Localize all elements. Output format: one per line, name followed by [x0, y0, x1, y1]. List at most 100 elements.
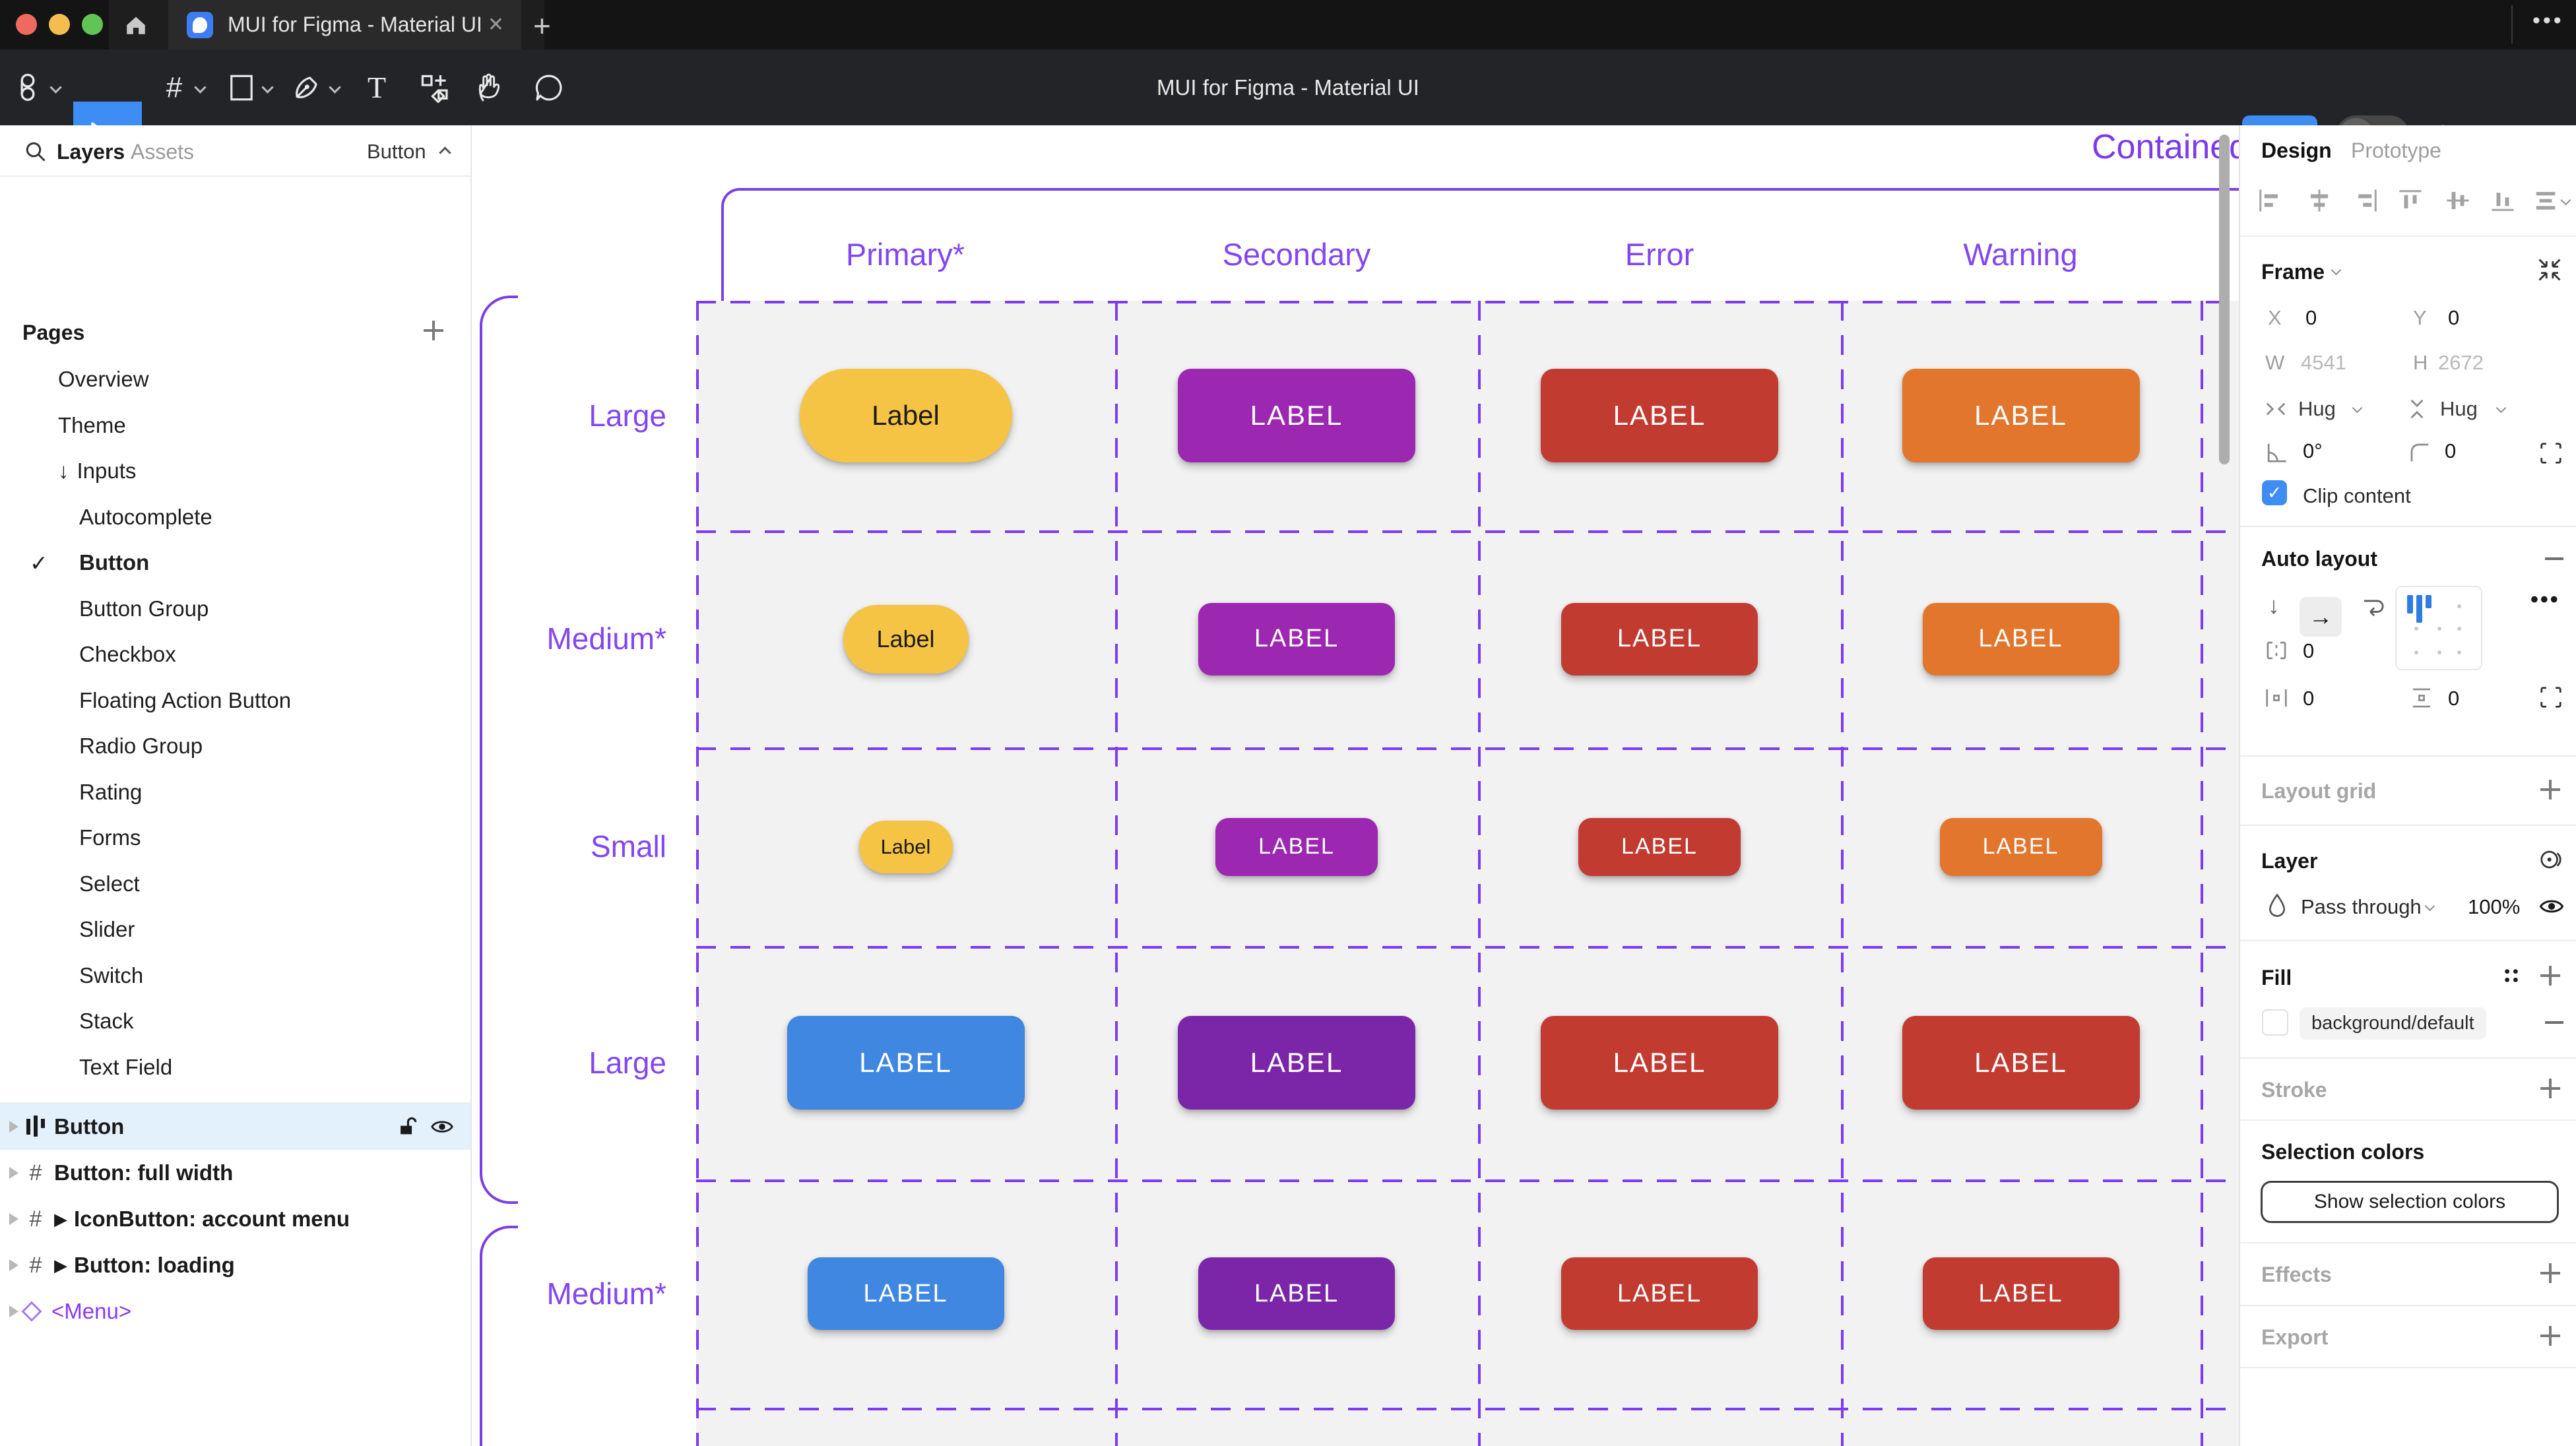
- page-item[interactable]: Checkbox: [79, 642, 176, 666]
- close-window-button[interactable]: [16, 14, 37, 35]
- frame-section-header[interactable]: Frame: [2261, 260, 2325, 284]
- w-value[interactable]: 4541: [2301, 351, 2346, 374]
- alignment-pad[interactable]: [2395, 586, 2482, 670]
- add-page-button[interactable]: [424, 321, 443, 340]
- layer-item-frame[interactable]: # Button: full width: [0, 1150, 470, 1196]
- auto-layout-more-icon[interactable]: •••: [2530, 587, 2560, 612]
- layer-opacity-value[interactable]: 100%: [2468, 895, 2521, 918]
- align-bottom-icon[interactable]: [2490, 188, 2515, 213]
- document-title[interactable]: MUI for Figma - Material UI: [1157, 75, 1419, 100]
- disclosure-caret-icon[interactable]: [9, 1167, 18, 1179]
- canvas-button[interactable]: LABEL: [1922, 1257, 2119, 1330]
- canvas-button[interactable]: LABEL: [1198, 602, 1395, 676]
- layer-item-frame[interactable]: # ▶ IconButton: account menu: [0, 1196, 470, 1242]
- canvas-button[interactable]: LABEL: [1541, 1016, 1778, 1110]
- add-effect-button[interactable]: [2540, 1263, 2560, 1283]
- remove-fill-button[interactable]: [2545, 1021, 2563, 1024]
- page-item[interactable]: Floating Action Button: [79, 688, 292, 712]
- distribute-icon[interactable]: [2533, 188, 2558, 213]
- page-item[interactable]: Theme: [58, 413, 126, 437]
- page-item[interactable]: Text Field: [79, 1055, 173, 1079]
- vertical-sizing-chevron-icon[interactable]: [2496, 402, 2507, 414]
- page-item-selected[interactable]: ✓ Button: [30, 550, 150, 575]
- page-item[interactable]: ↓ Inputs: [58, 458, 137, 483]
- add-fill-button[interactable]: [2540, 966, 2560, 986]
- text-tool-icon[interactable]: T: [367, 71, 387, 104]
- page-item[interactable]: Stack: [79, 1009, 134, 1033]
- page-item[interactable]: Overview: [58, 367, 149, 391]
- tab-layers[interactable]: Layers: [57, 140, 125, 164]
- layer-visibility-eye-icon[interactable]: [2538, 895, 2565, 918]
- canvas-button[interactable]: LABEL: [1178, 1016, 1415, 1110]
- home-icon[interactable]: [121, 11, 150, 40]
- disclosure-caret-icon[interactable]: [9, 1121, 18, 1133]
- canvas-button[interactable]: Label: [858, 820, 953, 873]
- canvas-scrollbar[interactable]: [2219, 135, 2230, 464]
- clip-content-checkbox[interactable]: ✓: [2262, 480, 2287, 505]
- align-horizontal-center-icon[interactable]: [2307, 188, 2332, 213]
- individual-padding-icon[interactable]: [2538, 685, 2563, 710]
- add-export-button[interactable]: [2540, 1326, 2560, 1346]
- page-item[interactable]: Slider: [79, 917, 135, 941]
- layout-right-icon-selected[interactable]: →: [2300, 597, 2342, 637]
- frame-chevron-icon[interactable]: [2331, 265, 2342, 276]
- canvas-button[interactable]: LABEL: [1902, 369, 2140, 462]
- canvas-button[interactable]: LABEL: [1922, 602, 2119, 676]
- layer-item-frame[interactable]: # ▶ Button: loading: [0, 1242, 470, 1288]
- independent-corners-icon[interactable]: [2538, 441, 2563, 466]
- vertical-padding-value[interactable]: 0: [2448, 687, 2460, 710]
- distribute-chevron-icon[interactable]: [2560, 195, 2571, 206]
- layout-wrap-icon[interactable]: [2360, 594, 2387, 617]
- add-layout-grid-button[interactable]: [2540, 780, 2560, 800]
- canvas-button[interactable]: LABEL: [1561, 602, 1758, 676]
- collapse-frame-icon[interactable]: [2537, 257, 2562, 282]
- canvas-button[interactable]: LABEL: [1939, 817, 2102, 876]
- components-tool-icon[interactable]: [416, 49, 453, 125]
- y-value[interactable]: 0: [2448, 306, 2460, 329]
- corner-radius-value[interactable]: 0: [2445, 439, 2457, 462]
- page-item[interactable]: Autocomplete: [79, 505, 212, 529]
- horizontal-padding-value[interactable]: 0: [2303, 687, 2315, 710]
- tab-design[interactable]: Design: [2261, 139, 2332, 162]
- new-tab-button[interactable]: +: [533, 9, 551, 43]
- tab-prototype[interactable]: Prototype: [2351, 139, 2441, 162]
- canvas-button[interactable]: LABEL: [1541, 369, 1778, 462]
- disclosure-caret-icon[interactable]: [9, 1305, 18, 1317]
- h-value[interactable]: 2672: [2438, 351, 2484, 374]
- canvas-button[interactable]: LABEL: [1198, 1257, 1395, 1330]
- canvas-button[interactable]: LABEL: [1215, 817, 1378, 876]
- styles-icon[interactable]: [2500, 964, 2523, 987]
- layer-item-button[interactable]: Button: [0, 1104, 470, 1150]
- layer-item-instance[interactable]: <Menu>: [0, 1288, 470, 1335]
- comment-tool-icon[interactable]: [531, 49, 567, 125]
- tab-close-icon[interactable]: ✕: [487, 14, 504, 36]
- fullscreen-window-button[interactable]: [82, 14, 103, 35]
- align-top-icon[interactable]: [2398, 188, 2423, 213]
- blend-mode-chevron-icon[interactable]: [2424, 900, 2435, 912]
- layout-down-icon[interactable]: ↓: [2268, 592, 2280, 619]
- canvas[interactable]: Contained Primary* Secondary Error Warni…: [472, 125, 2239, 1446]
- canvas-button[interactable]: Label: [843, 604, 969, 674]
- blend-mode-value[interactable]: Pass through: [2301, 895, 2422, 918]
- vertical-sizing-value[interactable]: Hug: [2440, 397, 2478, 420]
- disclosure-caret-icon[interactable]: [9, 1213, 18, 1225]
- page-selector[interactable]: Button: [367, 140, 451, 164]
- align-left-icon[interactable]: [2257, 188, 2282, 213]
- browser-tab[interactable]: MUI for Figma - Material UI ✕: [168, 0, 521, 49]
- blend-mode-icon[interactable]: [2538, 847, 2563, 872]
- canvas-button[interactable]: LABEL: [1561, 1257, 1758, 1330]
- disclosure-caret-icon[interactable]: [9, 1259, 18, 1271]
- frame-tool-icon[interactable]: #: [166, 71, 183, 104]
- align-right-icon[interactable]: [2354, 188, 2379, 213]
- minimize-window-button[interactable]: [49, 14, 70, 35]
- fill-color-swatch[interactable]: [2262, 1009, 2288, 1036]
- unlock-icon[interactable]: [396, 1116, 418, 1138]
- canvas-button[interactable]: LABEL: [787, 1016, 1025, 1110]
- page-item[interactable]: Button Group: [79, 596, 209, 621]
- page-item[interactable]: Select: [79, 871, 140, 896]
- horizontal-sizing-chevron-icon[interactable]: [2352, 402, 2363, 414]
- canvas-button[interactable]: LABEL: [1178, 369, 1415, 462]
- canvas-button[interactable]: Label: [799, 369, 1012, 462]
- page-item[interactable]: Rating: [79, 780, 143, 804]
- add-stroke-button[interactable]: [2540, 1079, 2560, 1098]
